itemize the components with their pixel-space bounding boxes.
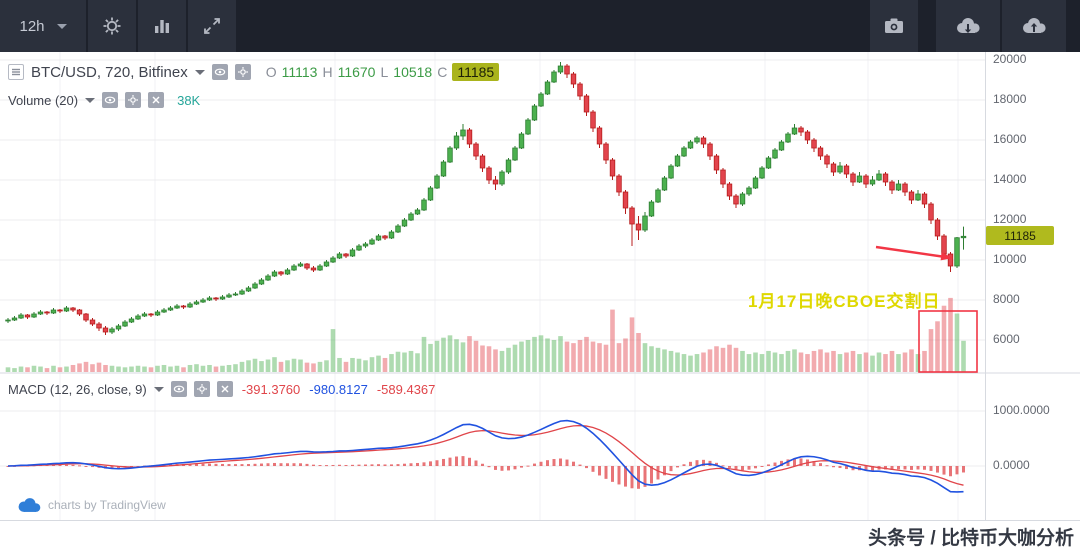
tradingview-cloud-logo xyxy=(18,498,41,512)
gear-icon[interactable] xyxy=(234,64,251,80)
eye-icon[interactable] xyxy=(170,381,187,397)
volume-legend: Volume (20) 38K xyxy=(8,92,200,108)
macd-layer xyxy=(6,419,965,493)
eye-icon[interactable] xyxy=(211,64,228,80)
close-icon[interactable] xyxy=(216,381,233,397)
gear-icon[interactable] xyxy=(193,381,210,397)
low-value: 10518 xyxy=(393,64,433,80)
toolbar-spacer xyxy=(238,0,870,52)
volume-value: 38K xyxy=(177,92,201,108)
interval-selector[interactable]: 12h xyxy=(0,0,86,52)
red-arrow-annotation[interactable] xyxy=(875,245,953,261)
low-label: L xyxy=(380,64,389,80)
toolbar-endpad xyxy=(1068,0,1080,52)
macd-title[interactable]: MACD (12, 26, close, 9) xyxy=(8,381,147,397)
last-price-label: 11185 xyxy=(986,226,1054,245)
symbol-legend: BTC/USD, 720, Bitfinex O 11113 H 11670 L… xyxy=(8,63,500,81)
volume-chevron-icon[interactable] xyxy=(85,97,96,103)
close-value: 11185 xyxy=(452,63,500,81)
volume-layer xyxy=(5,297,966,372)
macd-signal-value: -589.4367 xyxy=(376,381,436,397)
macd-chevron-icon[interactable] xyxy=(153,386,164,392)
camera-icon xyxy=(885,18,903,33)
fullscreen-button[interactable] xyxy=(188,0,236,52)
gear-icon[interactable] xyxy=(125,92,142,108)
save-chart-button[interactable] xyxy=(1002,0,1066,52)
branding-text: 头条号 / 比特币大咖分析 xyxy=(860,523,1074,550)
tradingview-watermark[interactable]: charts by TradingView xyxy=(16,496,166,514)
cloud-download-icon xyxy=(957,18,980,33)
chart-properties-button[interactable] xyxy=(88,0,136,52)
watermark-text: charts by TradingView xyxy=(48,498,166,512)
load-chart-button[interactable] xyxy=(936,0,1000,52)
open-value: 11113 xyxy=(281,64,318,80)
bar-chart-icon xyxy=(155,20,169,33)
top-toolbar: 12h xyxy=(0,0,1080,52)
high-label: H xyxy=(322,64,333,80)
close-icon[interactable] xyxy=(148,92,165,108)
close-label: C xyxy=(437,64,448,80)
gridlines xyxy=(0,52,985,520)
symbol-title[interactable]: BTC/USD, 720, Bitfinex xyxy=(31,63,188,81)
interval-label: 12h xyxy=(19,17,45,35)
symbol-chevron-icon[interactable] xyxy=(194,69,205,75)
toolbar-gap xyxy=(920,0,936,52)
macd-legend: MACD (12, 26, close, 9) -391.3760 -980.8… xyxy=(8,381,435,397)
macd-histogram-value: -391.3760 xyxy=(241,381,301,397)
snapshot-button[interactable] xyxy=(870,0,918,52)
ohlc-readout: O 11113 H 11670 L 10518 C 11185 xyxy=(265,63,500,81)
drawing-annotations[interactable] xyxy=(875,245,978,373)
red-box-annotation[interactable] xyxy=(918,310,978,373)
indicators-button[interactable] xyxy=(138,0,186,52)
cloud-upload-icon xyxy=(1023,18,1046,33)
legend-menu-icon[interactable] xyxy=(8,64,24,80)
high-value: 11670 xyxy=(337,64,376,80)
pane-separators xyxy=(0,52,1080,549)
chevron-down-icon xyxy=(56,23,67,29)
fullscreen-icon xyxy=(204,18,220,34)
open-label: O xyxy=(265,64,277,80)
gear-icon xyxy=(103,17,121,35)
macd-line-value: -980.8127 xyxy=(309,381,368,397)
volume-title[interactable]: Volume (20) xyxy=(8,92,79,108)
cboe-annotation-text[interactable]: 1月17日晚CBOE交割日 xyxy=(748,292,941,311)
eye-icon[interactable] xyxy=(102,92,119,108)
